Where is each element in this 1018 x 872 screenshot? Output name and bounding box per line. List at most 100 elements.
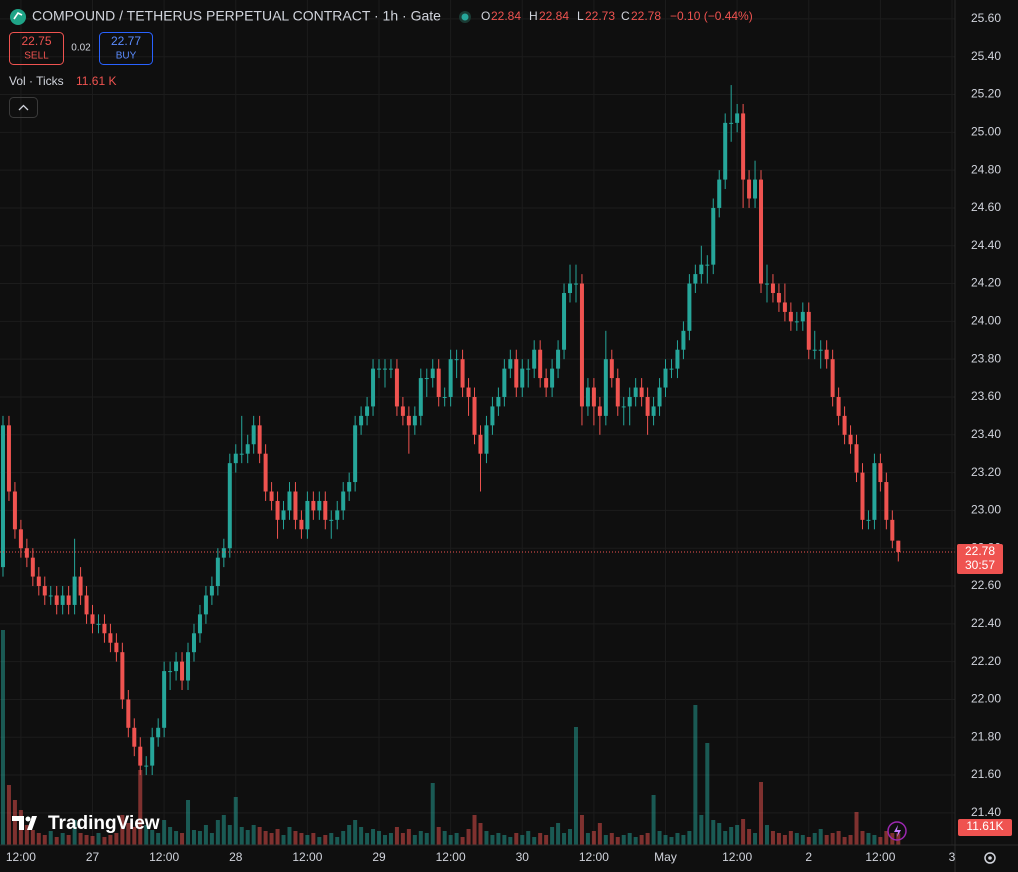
y-tick-label: 21.80	[971, 729, 1001, 743]
volume-bar	[144, 825, 149, 845]
candle-body	[78, 576, 83, 596]
candle-body	[42, 586, 47, 596]
chart-title[interactable]: COMPOUND / TETHERUS PERPETUAL CONTRACT ·…	[32, 8, 441, 24]
volume-bar	[102, 837, 107, 845]
volume-bar	[388, 833, 393, 845]
candle-layer	[0, 85, 955, 776]
symbol-icon[interactable]	[10, 9, 26, 25]
volume-bar	[824, 835, 829, 845]
candle-body	[615, 378, 620, 407]
buy-button[interactable]	[99, 32, 153, 65]
sell-price: 22.75	[21, 34, 51, 48]
candle-body	[848, 434, 853, 445]
candle-body	[472, 396, 477, 435]
volume-bar	[466, 829, 471, 845]
volume-bar	[657, 831, 662, 845]
candle-body	[90, 614, 95, 624]
volume-bar	[806, 837, 811, 845]
y-tick-label: 24.00	[971, 314, 1001, 328]
ohlc-letter: O	[481, 9, 490, 23]
candle-body	[687, 283, 692, 331]
volume-bar	[36, 833, 41, 845]
settings-icon[interactable]	[984, 852, 996, 864]
candle-body	[168, 671, 173, 673]
ohlc-value: 22.73	[585, 9, 615, 23]
candle-body	[353, 425, 358, 483]
volume-bar	[591, 831, 596, 845]
volume-bar	[215, 820, 220, 845]
candle-body	[305, 500, 310, 530]
volume-bar	[269, 833, 274, 845]
volume-bar	[430, 783, 435, 845]
x-tick-label: 12:00	[6, 850, 36, 864]
candle-body	[281, 510, 286, 520]
x-tick-label: 12:00	[292, 850, 322, 864]
volume-bar	[96, 833, 101, 845]
candle-body	[693, 274, 698, 284]
volume-legend-label[interactable]: Vol · Ticks	[9, 74, 64, 88]
candle-body	[329, 519, 334, 521]
countdown: 30:57	[965, 558, 995, 572]
candle-body	[400, 406, 405, 416]
volume-bar	[329, 833, 334, 845]
sell-button[interactable]	[9, 32, 64, 65]
volume-bar	[562, 833, 567, 845]
volume-bar	[794, 833, 799, 845]
buy-label: BUY	[116, 51, 137, 62]
candle-body	[729, 122, 734, 124]
volume-bar	[42, 835, 47, 845]
volume-bar	[502, 835, 507, 845]
status-dot	[461, 13, 469, 21]
candle-body	[311, 500, 316, 511]
volume-badge	[958, 819, 1012, 836]
y-tick-label: 22.60	[971, 578, 1001, 592]
collapse-button[interactable]	[9, 97, 38, 118]
volume-bar	[293, 831, 298, 845]
y-tick-label: 24.60	[971, 200, 1001, 214]
candle-body	[418, 378, 423, 416]
candle-body	[794, 321, 799, 323]
candle-body	[753, 179, 758, 199]
candle-body	[645, 396, 650, 416]
change: −0.10 (−0.44%)	[670, 9, 753, 23]
candle-body	[782, 302, 787, 312]
x-tick-label: May	[654, 850, 677, 864]
y-tick-label: 25.20	[971, 87, 1001, 101]
candle-body	[544, 378, 549, 388]
candle-body	[806, 311, 811, 350]
volume-bar	[138, 770, 143, 845]
brand-name: TradingView	[48, 813, 160, 834]
y-tick-label: 23.80	[971, 351, 1001, 365]
candle-body	[800, 311, 805, 322]
volume-bar	[90, 836, 95, 845]
volume-bar	[484, 831, 489, 845]
candle-body	[776, 293, 781, 303]
volume-bar	[353, 820, 358, 845]
candle-body	[466, 387, 471, 397]
x-tick-label: 12:00	[722, 850, 752, 864]
candle-body	[269, 491, 274, 501]
candle-body	[711, 207, 716, 265]
candle-body	[514, 359, 519, 388]
volume-bar	[48, 831, 53, 845]
brand-logo-dot	[25, 816, 31, 822]
volume-bar	[132, 827, 137, 845]
candle-body	[824, 349, 829, 360]
volume-bar	[812, 833, 817, 845]
candle-body	[365, 406, 370, 416]
candle-body	[788, 311, 793, 322]
volume-bar	[520, 835, 525, 845]
candle-body	[764, 283, 769, 285]
alert-icon[interactable]	[887, 821, 907, 841]
x-tick-label: 30	[516, 850, 530, 864]
ohlc-letter: C	[621, 9, 630, 23]
candle-body	[12, 491, 17, 530]
volume-bar	[681, 835, 686, 845]
volume-bar	[627, 833, 632, 845]
candle-body	[627, 396, 632, 407]
volume-bar	[764, 825, 769, 845]
x-tick-label: 12:00	[436, 850, 466, 864]
volume-bar	[579, 815, 584, 845]
volume-bar	[615, 837, 620, 845]
chevron	[18, 104, 29, 111]
